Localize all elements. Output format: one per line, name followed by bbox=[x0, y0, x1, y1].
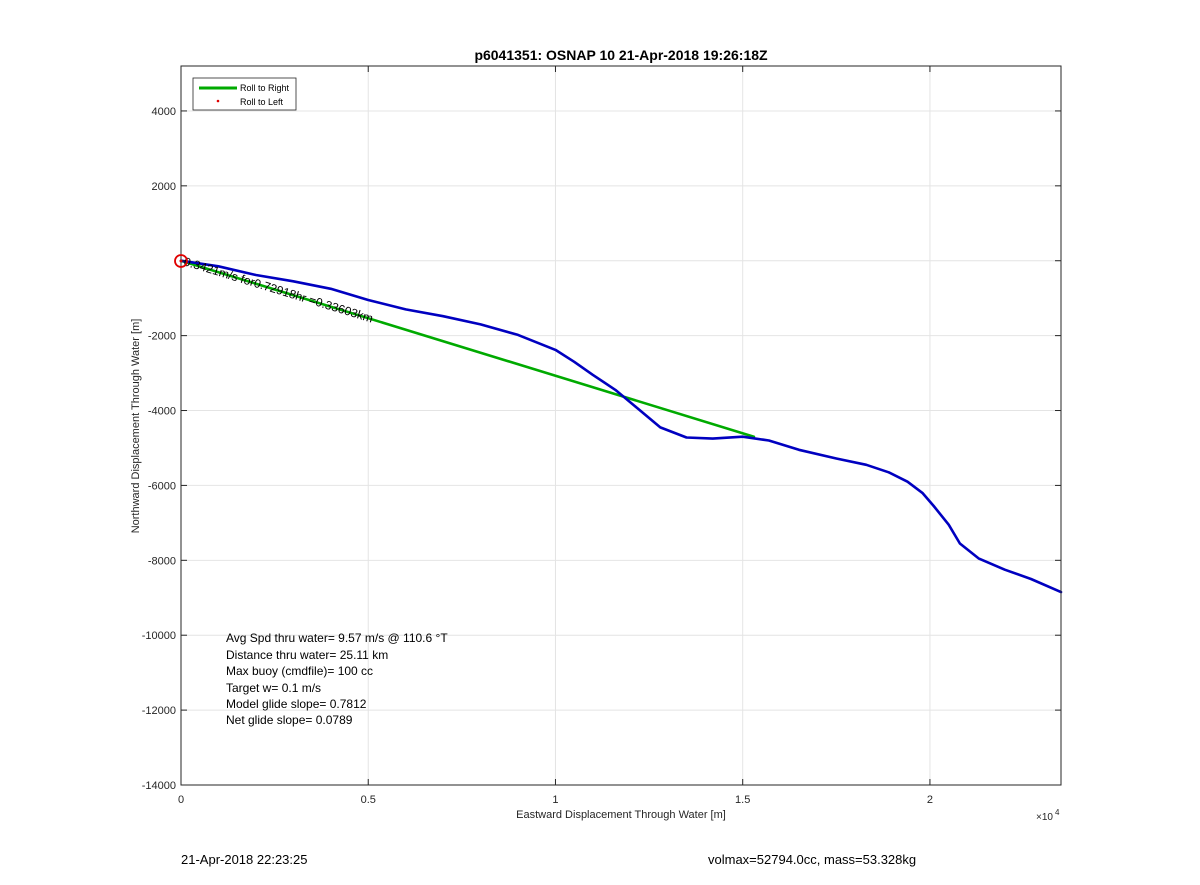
y-tick-label: -2000 bbox=[148, 331, 176, 343]
x-axis-label: Eastward Displacement Through Water [m] bbox=[516, 809, 726, 821]
stat-target-w: Target w= 0.1 m/s bbox=[226, 681, 321, 695]
x-tick-label: 2 bbox=[927, 794, 933, 806]
x-exponent-base: ×10 bbox=[1036, 812, 1053, 823]
x-exponent: ×10 4 bbox=[1036, 808, 1060, 823]
y-tick-label: -8000 bbox=[148, 555, 176, 567]
start-origin-point bbox=[179, 259, 183, 263]
stats-block: Avg Spd thru water= 9.57 m/s @ 110.6 °T … bbox=[226, 631, 448, 727]
legend-label-roll-right: Roll to Right bbox=[240, 83, 290, 93]
y-tick-label: -4000 bbox=[148, 406, 176, 418]
legend: Roll to Right Roll to Left bbox=[192, 77, 297, 111]
chart-title: p6041351: OSNAP 10 21-Apr-2018 19:26:18Z bbox=[474, 47, 768, 63]
series-line-track bbox=[179, 259, 1063, 594]
x-exponent-power: 4 bbox=[1055, 808, 1060, 817]
x-tick-label: 0.5 bbox=[361, 794, 376, 806]
y-tick-label: -12000 bbox=[142, 705, 176, 717]
start-marker bbox=[174, 254, 188, 268]
legend-box bbox=[192, 77, 297, 111]
series-line-roll-to-right bbox=[179, 259, 756, 439]
x-tick-label: 1 bbox=[552, 794, 558, 806]
y-tick-label: -6000 bbox=[148, 480, 176, 492]
ticks: 0 0.5 1 1.5 2 -14000 -12000 -10000 -8000 -6000 -40… bbox=[142, 66, 1061, 806]
stat-max-buoy: Max buoy (cmdfile)= 100 cc bbox=[226, 664, 373, 678]
start-circle-marker bbox=[174, 254, 188, 268]
y-tick-label: 4000 bbox=[152, 106, 176, 118]
footer-vol-mass: volmax=52794.0cc, mass=53.328kg bbox=[708, 852, 917, 867]
x-tick-label: 0 bbox=[178, 794, 184, 806]
y-tick-label: 2000 bbox=[152, 181, 176, 193]
stat-model-glide-slope: Model glide slope= 0.7812 bbox=[226, 697, 367, 711]
y-tick-label: -14000 bbox=[142, 780, 176, 792]
plot-frame bbox=[180, 65, 1062, 786]
stat-distance: Distance thru water= 25.11 km bbox=[226, 648, 388, 662]
legend-marker-roll-left bbox=[216, 99, 220, 103]
y-axis-label: Northward Displacement Through Water [m] bbox=[130, 319, 142, 534]
series-layer bbox=[179, 259, 1063, 594]
x-tick-label: 1.5 bbox=[735, 794, 750, 806]
stat-avg-speed: Avg Spd thru water= 9.57 m/s @ 110.6 °T bbox=[226, 631, 448, 645]
y-tick-label: -10000 bbox=[142, 630, 176, 642]
stat-net-glide-slope: Net glide slope= 0.0789 bbox=[226, 713, 353, 727]
footer-timestamp: 21-Apr-2018 22:23:25 bbox=[181, 852, 308, 867]
legend-label-roll-left: Roll to Left bbox=[240, 97, 284, 107]
